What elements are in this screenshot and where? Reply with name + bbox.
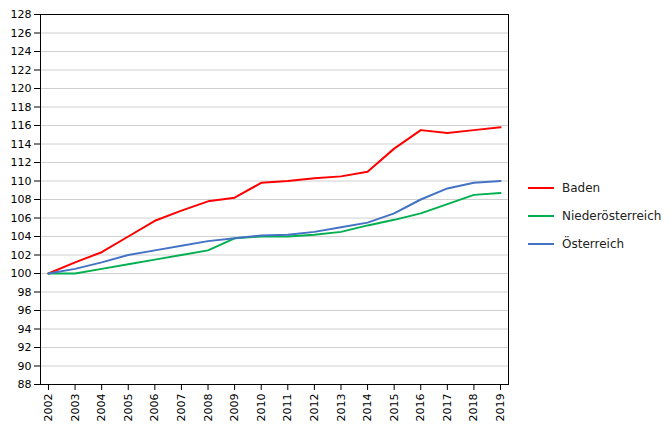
svg-text:2009: 2009 — [228, 394, 241, 422]
svg-text:2019: 2019 — [494, 394, 507, 422]
svg-text:2013: 2013 — [334, 394, 347, 422]
svg-text:2015: 2015 — [388, 394, 401, 422]
svg-text:2010: 2010 — [255, 394, 268, 422]
svg-text:106: 106 — [11, 212, 32, 225]
html-text:Österreich: Österreich — [562, 237, 625, 251]
svg-text:2002: 2002 — [42, 394, 55, 422]
svg-text:88: 88 — [18, 378, 32, 391]
svg-text:122: 122 — [11, 64, 32, 77]
svg-text:2008: 2008 — [202, 394, 215, 422]
svg-text:116: 116 — [11, 119, 32, 132]
svg-text:2016: 2016 — [414, 394, 427, 422]
svg-text:2004: 2004 — [95, 394, 108, 422]
svg-text:2006: 2006 — [148, 394, 161, 422]
svg-text:2005: 2005 — [122, 394, 135, 422]
svg-text:2017: 2017 — [441, 394, 454, 422]
svg-text:2018: 2018 — [467, 394, 480, 422]
svg-text:2012: 2012 — [308, 394, 321, 422]
svg-text:128: 128 — [11, 8, 32, 21]
svg-text:2007: 2007 — [175, 394, 188, 422]
svg-text:112: 112 — [11, 156, 32, 169]
svg-text:124: 124 — [11, 45, 32, 58]
svg-text:98: 98 — [18, 286, 32, 299]
svg-text:104: 104 — [11, 230, 32, 243]
svg-text:92: 92 — [18, 341, 32, 354]
svg-text:2011: 2011 — [281, 394, 294, 422]
svg-text:2003: 2003 — [69, 394, 82, 422]
svg-text:96: 96 — [18, 304, 32, 317]
svg-text:118: 118 — [11, 101, 32, 114]
svg-text:120: 120 — [11, 82, 32, 95]
svg-text:94: 94 — [18, 323, 32, 336]
svg-text:90: 90 — [18, 360, 32, 373]
svg-text:126: 126 — [11, 27, 32, 40]
svg-text:2014: 2014 — [361, 394, 374, 422]
svg-text:102: 102 — [11, 249, 32, 262]
html-text:Niederösterreich: Niederösterreich — [562, 209, 662, 223]
svg-text:100: 100 — [11, 267, 32, 280]
html-text:Baden: Baden — [562, 181, 601, 195]
svg-text:108: 108 — [11, 193, 32, 206]
svg-text:114: 114 — [11, 138, 32, 151]
svg-text:110: 110 — [11, 175, 32, 188]
